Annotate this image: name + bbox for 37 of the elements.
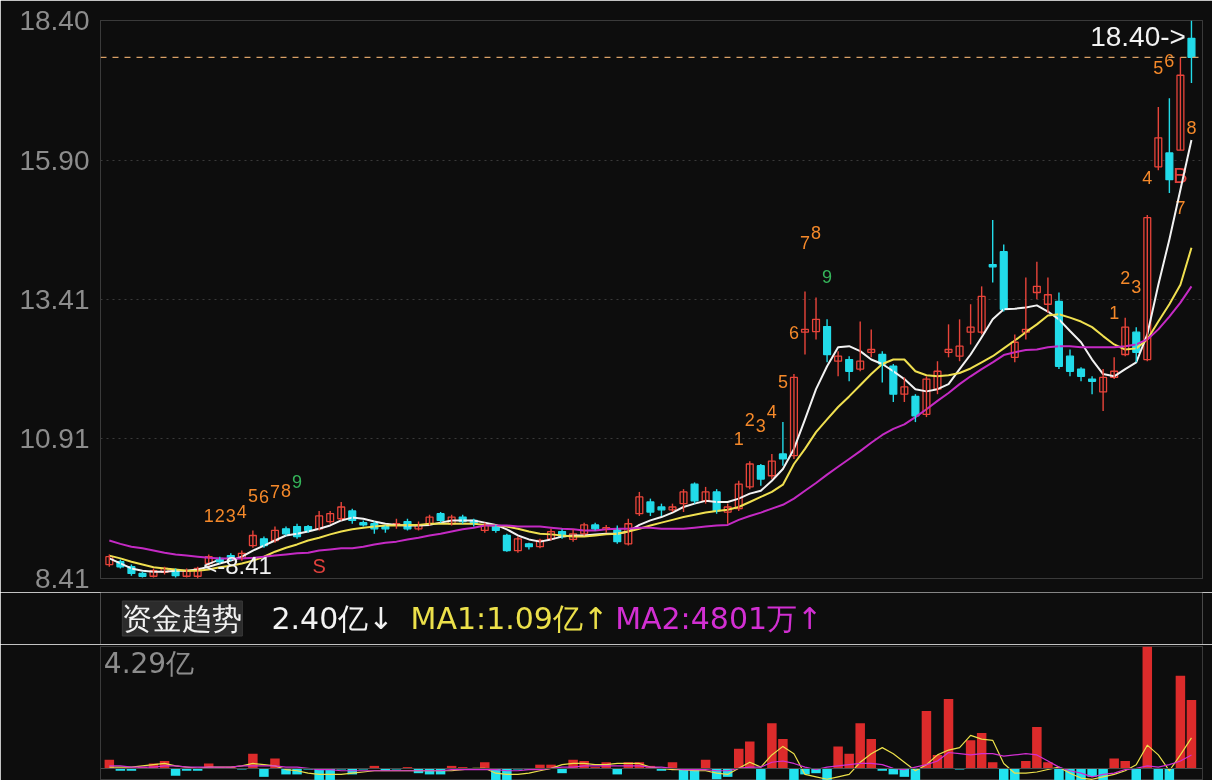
annotation: 9 [822,266,833,287]
annotation: 1 [733,429,744,450]
annotation: 7 [269,482,280,503]
annotation: 1 [203,505,214,526]
annotation: 9 [292,472,303,493]
annotation: 1 [1109,302,1120,323]
annotation: 18.40-> [1090,20,1186,52]
y-tick-label: 15.90 [19,144,90,176]
annotation: 5 [777,371,788,392]
annotation: 2 [214,506,225,527]
y-tick-label: 13.41 [19,283,90,315]
annotation: 6 [788,322,799,343]
y-tick-label: 10.91 [19,423,90,455]
annotation: 4 [236,502,247,523]
annotation: 3 [755,416,766,437]
text: MA2:4801万↑ [615,601,823,636]
text: MA1:1.09亿↑ [410,601,609,636]
annotation: 4 [1142,168,1153,189]
annotation: 3 [225,505,236,526]
annotation: 7 [799,232,810,253]
annotation: 4.29亿 [103,646,195,680]
annotation: 5 [1153,57,1164,78]
annotation: 2 [744,409,755,430]
annotation: 6 [1164,50,1175,71]
chart-title: 资金趋势 [122,601,243,636]
y-tick-label: 18.40 [19,5,90,36]
y-tick-label: 8.41 [35,563,90,594]
annotation: S [312,555,326,578]
annotation: 3 [1131,276,1142,297]
text: 2.40亿↓ [271,601,394,636]
annotation: 4 [766,402,777,423]
annotation: 2 [1120,268,1131,289]
annotation: 6 [258,487,269,508]
annotation: 5 [247,485,258,506]
annotation: 8 [281,481,292,502]
annotation: 8 [811,223,822,244]
annotation: 8 [1186,117,1197,138]
